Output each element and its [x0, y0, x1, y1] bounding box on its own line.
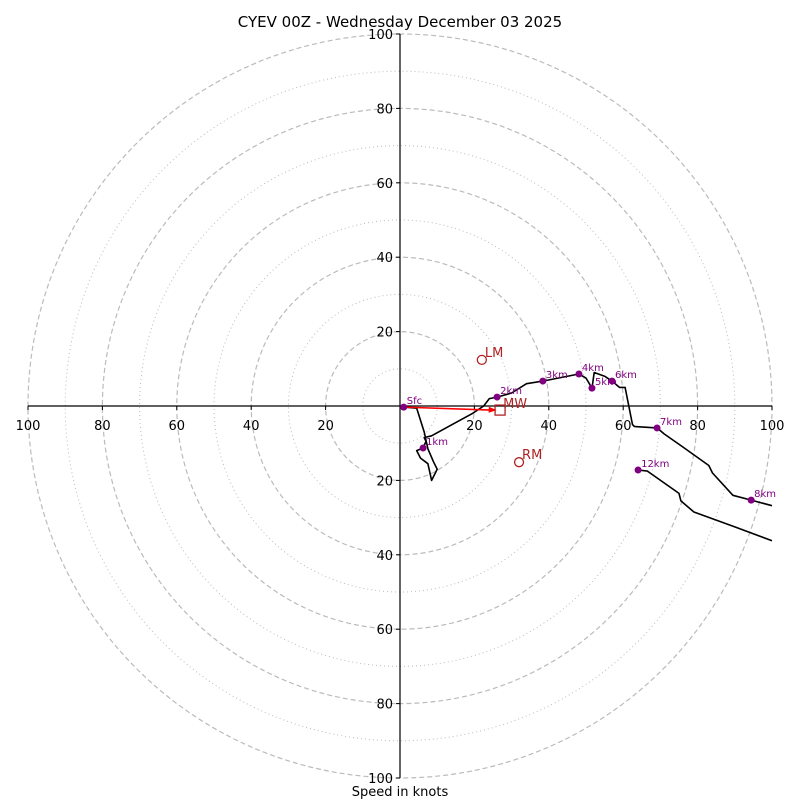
height-label-6km: 6km: [615, 370, 637, 381]
height-label-sfc: Sfc: [407, 396, 422, 407]
x-tick-label: 40: [243, 419, 260, 434]
y-tick-label: 40: [376, 549, 393, 564]
height-marker-3km: [539, 377, 547, 385]
storm-motion-mw-label: MW: [503, 397, 527, 412]
height-label-3km: 3km: [546, 370, 568, 381]
height-label-8km: 8km: [754, 489, 776, 500]
y-tick-label: 40: [376, 251, 393, 266]
axes: [27, 33, 773, 779]
y-tick-label: 20: [376, 474, 393, 489]
tick-labels: 100 80 60 40 20 20 40 60 80 100 100 80 60 40 20 20 40 60 8…: [16, 28, 785, 787]
x-axis-label: Speed in knots: [352, 785, 449, 800]
y-tick-label: 20: [376, 326, 393, 341]
storm-motion-rm-marker: [513, 457, 525, 468]
height-marker-4km: [575, 370, 583, 378]
height-label-1km: 1km: [426, 437, 448, 448]
x-tick-label: 20: [317, 419, 334, 434]
storm-motion-mw-marker: [494, 404, 506, 416]
x-tick-label: 60: [615, 419, 632, 434]
hodograph-traces: [403, 371, 773, 542]
x-tick-label: 20: [466, 419, 483, 434]
hodograph-trace-upper: [638, 469, 773, 542]
height-label-5km: 5km: [595, 377, 617, 388]
y-tick-label: 80: [376, 698, 393, 713]
height-label-12km: 12km: [641, 459, 669, 470]
chart-title: CYEV 00Z - Wednesday December 03 2025: [238, 13, 562, 31]
x-tick-label: 80: [689, 419, 706, 434]
storm-motion-lm-marker: [476, 354, 487, 366]
height-marker-6km: [608, 377, 616, 385]
height-marker-2km: [493, 393, 501, 401]
y-tick-label: 60: [376, 177, 393, 192]
height-marker-1km: [419, 444, 427, 452]
x-tick-label: 80: [94, 419, 111, 434]
shear-vector-arrowhead: [488, 406, 497, 413]
y-tick-label: 80: [376, 102, 393, 117]
height-marker-sfc: [400, 403, 408, 411]
x-tick-label: 100: [16, 419, 41, 434]
y-tick-label: 100: [368, 28, 393, 43]
height-marker-5km: [588, 384, 596, 392]
height-label-7km: 7km: [660, 417, 682, 428]
shear-vector-line: [403, 406, 491, 411]
storm-motion-markers: LM RM MW: [403, 346, 542, 468]
x-tick-label: 60: [169, 419, 186, 434]
y-tick-label: 100: [368, 772, 393, 787]
x-tick-label: 40: [541, 419, 558, 434]
height-marker-8km: [747, 496, 755, 504]
x-tick-label: 100: [760, 419, 785, 434]
height-label-2km: 2km: [500, 386, 522, 397]
storm-motion-lm-label: LM: [485, 346, 503, 361]
hodograph-trace-0-8km: [403, 371, 773, 507]
height-marker-12km: [634, 466, 642, 474]
y-tick-label: 60: [376, 623, 393, 638]
height-marker-7km: [653, 424, 661, 432]
height-label-4km: 4km: [582, 363, 604, 374]
storm-motion-rm-label: RM: [522, 448, 542, 463]
